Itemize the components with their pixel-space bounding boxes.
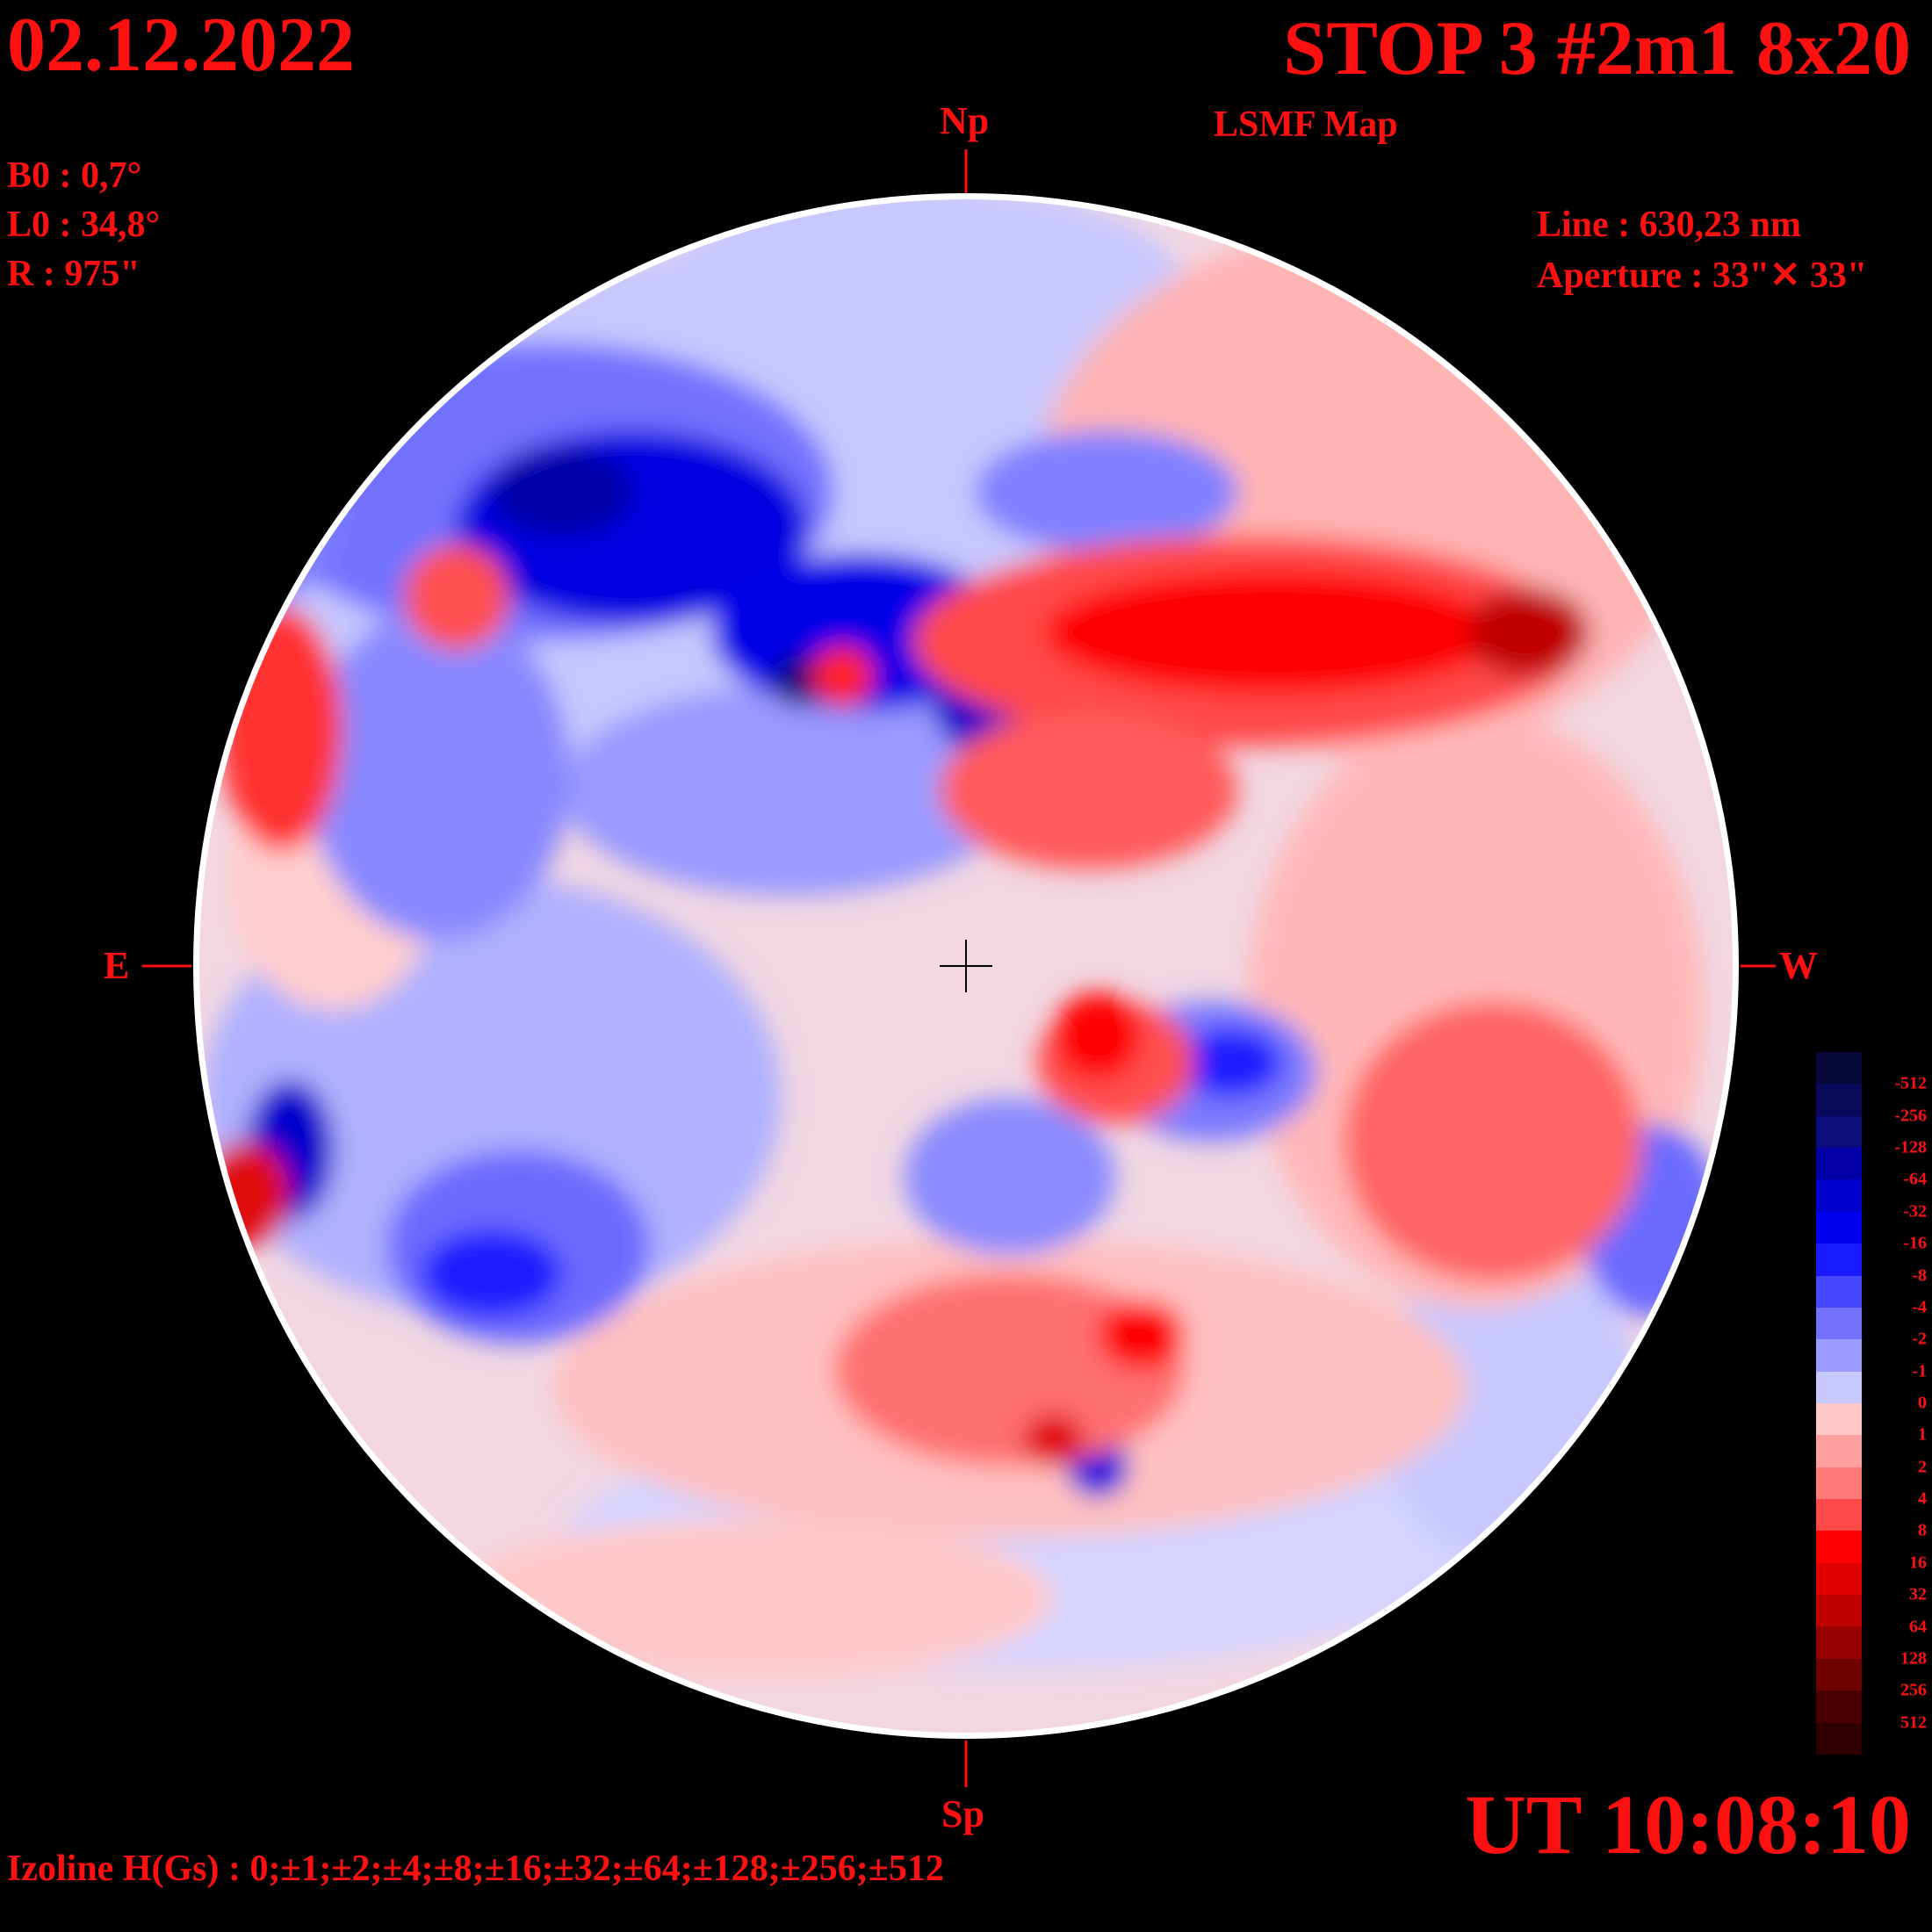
aperture-size: Aperture : 33"✕ 33" <box>1537 256 1868 296</box>
axis-ticks <box>142 149 1776 1787</box>
legend-swatch <box>1816 1339 1862 1372</box>
param-b0: B0 : 0,7° <box>7 155 142 196</box>
map-title: STOP 3 #2m1 8x20 <box>1283 6 1911 91</box>
legend-label: 32 <box>1909 1584 1927 1604</box>
legend-label: -128 <box>1894 1137 1927 1157</box>
legend-label: 16 <box>1909 1553 1927 1573</box>
observation-date: 02.12.2022 <box>7 3 355 88</box>
legend-label: -32 <box>1903 1201 1927 1222</box>
solar-disk <box>193 193 1739 1739</box>
legend-label: 256 <box>1900 1680 1927 1700</box>
legend-label: 0 <box>1918 1393 1927 1413</box>
legend-label: 1 <box>1918 1424 1927 1445</box>
legend-label: -8 <box>1912 1265 1927 1286</box>
legend-swatch <box>1816 1148 1862 1180</box>
legend-label: -64 <box>1903 1169 1927 1189</box>
spectral-line: Line : 630,23 nm <box>1537 205 1802 245</box>
legend-label: 512 <box>1900 1712 1927 1733</box>
legend-swatch <box>1816 1658 1862 1691</box>
legend-label: 128 <box>1900 1648 1927 1669</box>
legend-swatch <box>1816 1499 1862 1532</box>
legend-label: -2 <box>1912 1329 1927 1349</box>
legend-swatch <box>1816 1435 1862 1467</box>
izoline-levels: Izoline H(Gs) : 0;±1;±2;±4;±8;±16;±32;±6… <box>7 1849 944 1889</box>
param-l0: L0 : 34,8° <box>7 205 161 245</box>
legend-swatch <box>1816 1531 1862 1563</box>
north-pole-label: Np <box>940 99 990 142</box>
legend-swatch <box>1816 1595 1862 1627</box>
legend-label: 8 <box>1918 1520 1927 1540</box>
east-label: E <box>104 944 130 987</box>
param-radius: R : 975" <box>7 254 141 294</box>
legend-swatch <box>1816 1211 1862 1244</box>
legend-label: -16 <box>1903 1233 1927 1253</box>
color-legend-labels: -512 -256 -128 -64 -32 -16 -8 -4 -2 -1 0 1 2 4 8 16 32 64… <box>1865 1052 1927 1755</box>
legend-swatch <box>1816 1722 1862 1755</box>
legend-label: -512 <box>1894 1073 1927 1093</box>
legend-label: 2 <box>1918 1457 1927 1477</box>
legend-label: -256 <box>1894 1106 1927 1126</box>
legend-swatch <box>1816 1690 1862 1723</box>
south-pole-label: Sp <box>941 1792 984 1835</box>
legend-swatch <box>1816 1467 1862 1500</box>
color-legend-bar <box>1816 1052 1862 1755</box>
legend-label: -4 <box>1912 1297 1927 1317</box>
legend-label: 4 <box>1918 1489 1927 1509</box>
legend-swatch <box>1816 1052 1862 1085</box>
map-subtitle: LSMF Map <box>1214 105 1398 145</box>
ut-time: UT 10:08:10 <box>1465 1777 1911 1871</box>
legend-swatch <box>1816 1275 1862 1308</box>
legend-swatch <box>1816 1179 1862 1212</box>
legend-swatch <box>1816 1115 1862 1149</box>
center-crosshair <box>940 940 992 992</box>
legend-swatch <box>1816 1371 1862 1403</box>
legend-label: 64 <box>1909 1617 1927 1637</box>
legend-swatch <box>1816 1084 1862 1116</box>
west-label: W <box>1779 944 1818 987</box>
legend-swatch <box>1816 1307 1862 1340</box>
legend-swatch <box>1816 1562 1862 1596</box>
legend-swatch <box>1816 1402 1862 1436</box>
legend-swatch <box>1816 1626 1862 1659</box>
legend-swatch <box>1816 1244 1862 1276</box>
legend-label: -1 <box>1912 1361 1927 1381</box>
